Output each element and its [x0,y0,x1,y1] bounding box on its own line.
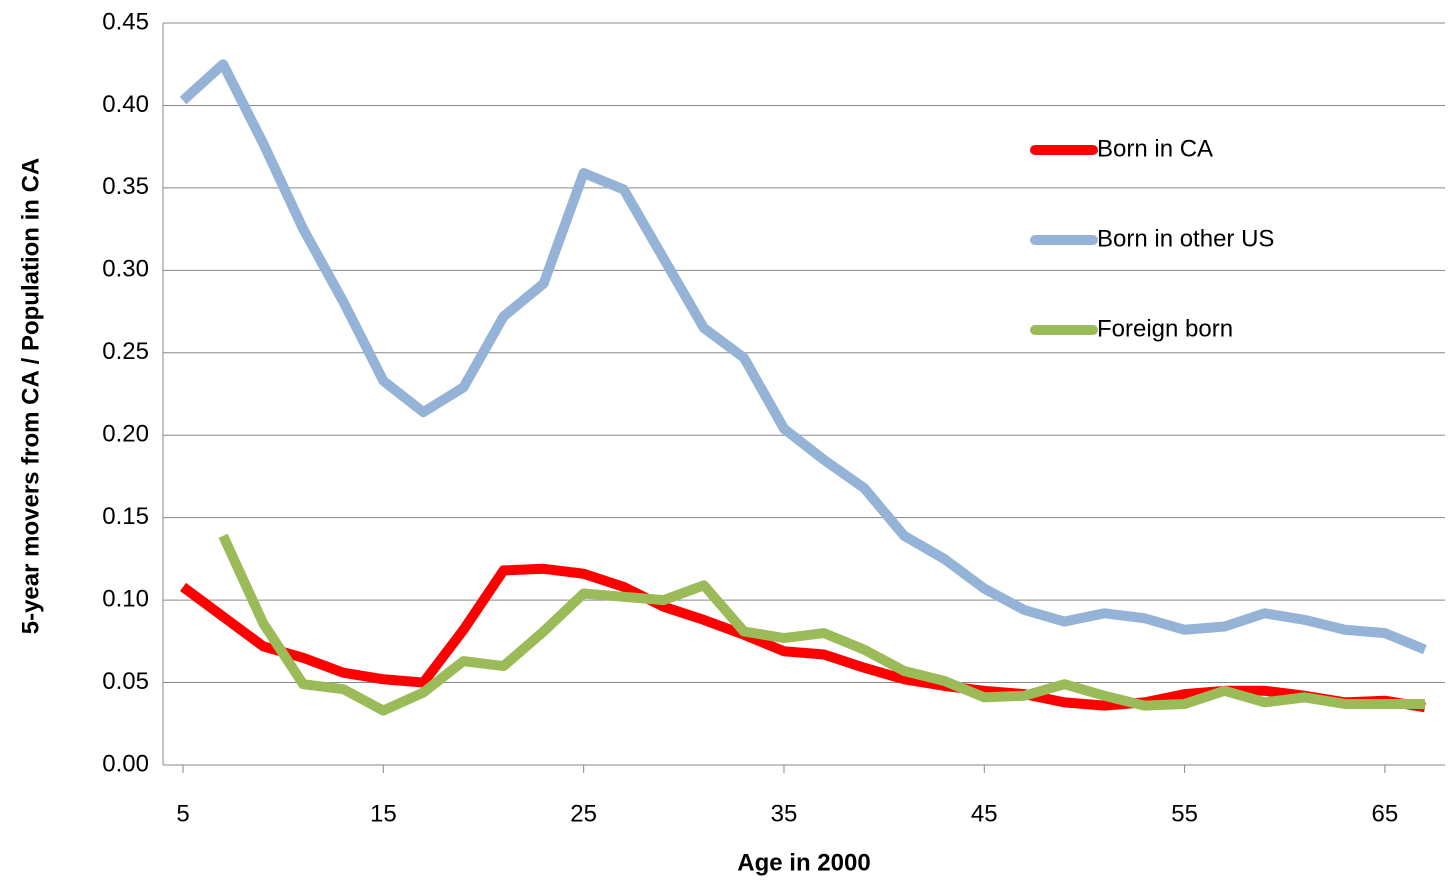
y-tick-label: 0.00 [102,750,149,777]
legend-label: Born in other US [1097,225,1274,252]
legend-label: Born in CA [1097,135,1213,162]
x-tick-label: 65 [1372,800,1399,827]
x-tick-label: 25 [570,800,597,827]
series-line [218,533,1425,716]
y-tick-label: 0.45 [102,8,149,35]
y-tick-label: 0.15 [102,503,149,530]
y-tick-label: 0.20 [102,421,149,448]
y-tick-label: 0.40 [102,91,149,118]
y-tick-label: 0.25 [102,338,149,365]
x-axis-label: Age in 2000 [737,849,870,876]
x-tick-label: 35 [771,800,798,827]
y-axis-label: 5-year movers from CA / Population in CA [17,158,44,635]
y-tick-label: 0.30 [102,256,149,283]
x-tick-label: 5 [176,800,189,827]
y-tick-label: 0.35 [102,173,149,200]
y-tick-label: 0.05 [102,668,149,695]
y-tick-label: 0.10 [102,585,149,612]
x-tick-label: 55 [1171,800,1198,827]
series-line [179,59,1427,655]
x-tick-label: 45 [971,800,998,827]
legend-label: Foreign born [1097,315,1233,342]
x-tick-label: 15 [370,800,397,827]
